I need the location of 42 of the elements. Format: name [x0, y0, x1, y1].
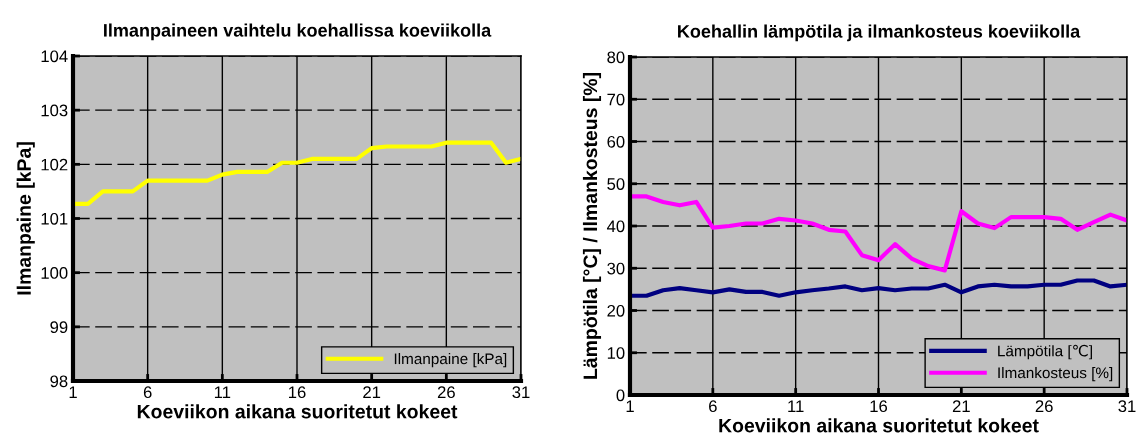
y-axis-title: Lämpötila [°C] / Ilmankosteus [%] — [582, 73, 602, 379]
x-axis-title: Koeviikon aikana suoritetut kokeet — [719, 418, 1039, 433]
line-series — [73, 140, 521, 206]
y-tick-label: 99 — [50, 321, 68, 334]
x-tick-label: 1 — [69, 386, 77, 398]
y-tick-label: 10 — [607, 347, 625, 359]
y-tick-label: 40 — [606, 220, 625, 233]
y-tick-label: 30 — [607, 262, 625, 275]
y-tick-label: 50 — [607, 178, 625, 190]
y-tick-label: 100 — [41, 267, 68, 279]
chart-title: Koehallin lämpötila ja ilmankosteus koeviikolla — [678, 24, 1081, 42]
y-tick-label: 101 — [41, 212, 68, 225]
line-series — [630, 278, 1127, 298]
y-tick-label: 0 — [616, 389, 625, 402]
y-tick-label: 98 — [50, 375, 68, 388]
y-tick-label: 102 — [41, 158, 68, 171]
y-tick-label: 104 — [41, 50, 68, 63]
x-tick-label: 21 — [952, 400, 970, 412]
chart-title: Ilmanpaineen vaihtelu koehallissa koeviikolla — [104, 23, 492, 41]
x-tick-label: 26 — [437, 386, 455, 399]
y-tick-label: 80 — [607, 51, 625, 64]
x-tick-label: 26 — [1035, 400, 1053, 413]
x-tick-label: 21 — [363, 386, 381, 398]
y-tick-label: 60 — [607, 135, 625, 148]
x-tick-label: 31 — [512, 386, 530, 399]
legend-label: Lämpötila [℃] — [998, 344, 1092, 360]
y-tick-label: 70 — [607, 93, 625, 106]
y-tick-label: 103 — [41, 104, 68, 117]
x-tick-label: 1 — [626, 400, 634, 412]
x-tick-label: 16 — [870, 400, 888, 413]
x-tick-label: 6 — [143, 386, 152, 399]
legend-label: Ilmanpaine [kPa] — [394, 353, 507, 368]
y-tick-label: 20 — [607, 304, 625, 317]
x-tick-label: 6 — [709, 400, 717, 413]
line-series — [630, 194, 1127, 273]
x-tick-label: 31 — [1118, 400, 1136, 413]
y-axis-title: Ilmanpaine [kPa] — [16, 142, 35, 295]
x-axis-title: Koeviikon aikana suoritetut kokeet — [137, 404, 458, 419]
x-tick-label: 11 — [214, 386, 231, 398]
x-tick-label: 16 — [289, 386, 306, 399]
legend-label: Ilmankosteus [%] — [998, 367, 1113, 382]
x-tick-label: 11 — [788, 400, 804, 412]
